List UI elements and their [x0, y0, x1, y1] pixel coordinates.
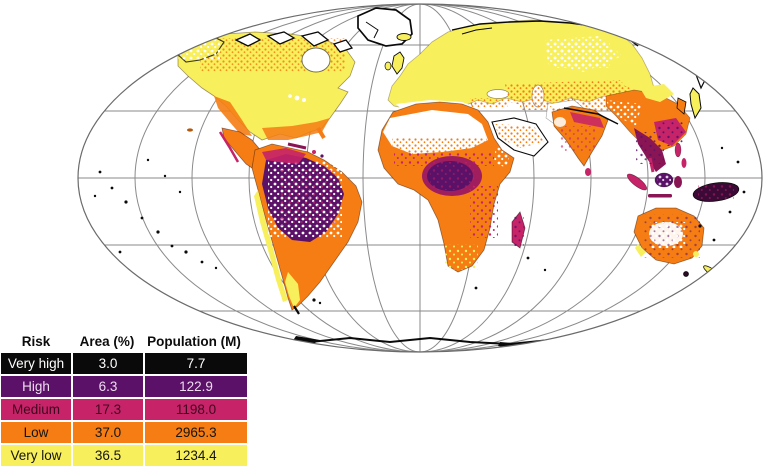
legend-rows: Very high 3.0 7.7 High 6.3 122.9 Medium …: [1, 353, 247, 466]
legend-cell-area: 3.0: [73, 353, 143, 374]
continent-south-america: [251, 143, 363, 315]
legend-header-area: Area (%): [79, 333, 135, 349]
legend-cell-risk: Very high: [1, 353, 71, 374]
legend-cell-area: 37.0: [73, 422, 143, 443]
legend-cell-population: 122.9: [145, 376, 247, 397]
greenland: [357, 7, 413, 47]
japan: [689, 87, 702, 120]
legend-cell-area: 17.3: [73, 399, 143, 420]
legend-cell-risk: Very low: [1, 445, 71, 466]
continent-africa: [377, 101, 526, 273]
india: [551, 105, 619, 176]
legend-header-population: Population (M): [147, 333, 241, 349]
legend-cell-risk: High: [1, 376, 71, 397]
tasmania: [683, 271, 689, 277]
iceland: [396, 33, 412, 41]
legend-cell-risk: Low: [1, 422, 71, 443]
legend-cell-population: 1234.4: [145, 445, 247, 466]
hawaii: [187, 128, 193, 132]
legend-cell-area: 6.3: [73, 376, 143, 397]
legend-row-very-high: Very high 3.0 7.7: [1, 353, 247, 374]
map-boundary-ellipse: [77, 3, 763, 353]
legend-row-high: High 6.3 122.9: [1, 376, 247, 397]
legend-cell-population: 2965.3: [145, 422, 247, 443]
southeast-asia: [626, 128, 740, 202]
australia: [633, 207, 735, 291]
legend-cell-population: 1198.0: [145, 399, 247, 420]
pacific-islands: [93, 128, 746, 290]
legend-header-row: Risk Area (%) Population (M): [1, 329, 245, 353]
legend-row-medium: Medium 17.3 1198.0: [1, 399, 247, 420]
legend-cell-risk: Medium: [1, 399, 71, 420]
legend-row-very-low: Very low 36.5 1234.4: [1, 445, 247, 466]
legend-header-risk: Risk: [21, 333, 51, 349]
legend-cell-area: 36.5: [73, 445, 143, 466]
legend-row-low: Low 37.0 2965.3: [1, 422, 247, 443]
legend-cell-population: 7.7: [145, 353, 247, 374]
legend-table: Risk Area (%) Population (M) Very high 3…: [1, 329, 247, 466]
sri-lanka: [585, 168, 591, 176]
